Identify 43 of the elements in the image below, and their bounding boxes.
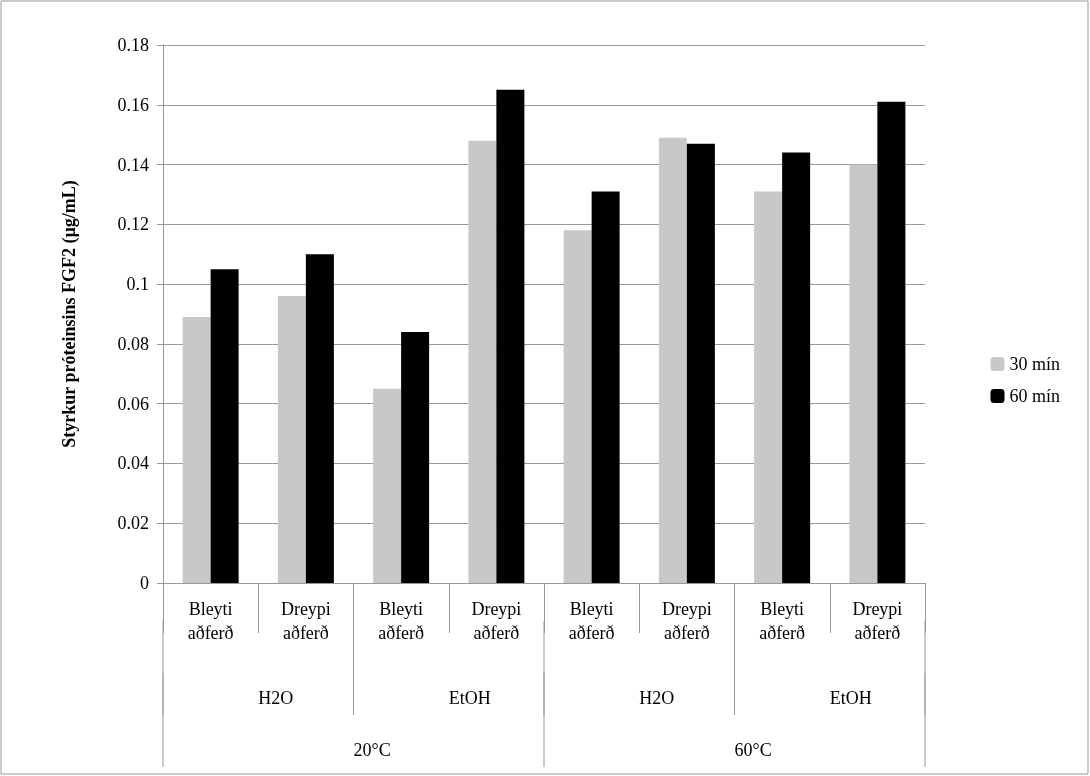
bar (591, 191, 620, 583)
bar (401, 331, 430, 583)
text: 60°C (734, 740, 772, 760)
x-tick-label: Bleyti aðferð (568, 599, 615, 643)
x-tick-label: Dreypi aðferð (852, 599, 903, 643)
text: EtOH (448, 688, 491, 708)
bar (182, 316, 211, 583)
bar (658, 137, 687, 583)
bar (686, 143, 715, 583)
x-tick-label: Bleyti aðferð (378, 599, 425, 643)
bar (468, 140, 497, 583)
bar (277, 296, 306, 583)
bar (849, 164, 878, 583)
x-tick-label: Bleyti aðferð (187, 599, 234, 643)
y-tick-label: 0.16 (117, 94, 149, 115)
bar (305, 254, 334, 583)
bar (754, 191, 783, 583)
text: H2O (258, 688, 294, 708)
bar (782, 152, 811, 583)
y-tick-label: 0.04 (117, 453, 149, 474)
y-tick-label: 0.08 (117, 333, 149, 354)
x-tick-label: Bleyti aðferð (759, 599, 806, 643)
text: H2O (639, 688, 675, 708)
text: EtOH (829, 688, 872, 708)
y-tick-label: 0.12 (117, 214, 149, 235)
legend-label: 60 mín (1009, 386, 1061, 406)
bar (373, 388, 402, 583)
legend-label: 30 mín (1009, 354, 1061, 374)
x-tick-label: Dreypi aðferð (280, 599, 331, 643)
y-tick-label: 0 (140, 573, 149, 593)
y-tick-label: 0.14 (117, 154, 149, 175)
y-tick-label: 0.02 (117, 513, 149, 534)
bar (210, 269, 239, 583)
bar (496, 89, 525, 583)
y-tick-label: 0.1 (126, 274, 149, 295)
x-tick-label: Dreypi aðferð (661, 599, 712, 643)
y-tick-label: 0.06 (117, 393, 149, 414)
y-tick-label: 0.18 (117, 35, 149, 55)
text: 20°C (353, 740, 391, 760)
y-axis-title: Styrkur próteinsins FGF2 (µg/mL) (59, 180, 80, 448)
bar (563, 230, 592, 583)
bar (877, 101, 906, 583)
x-tick-label: Dreypi aðferð (471, 599, 522, 643)
